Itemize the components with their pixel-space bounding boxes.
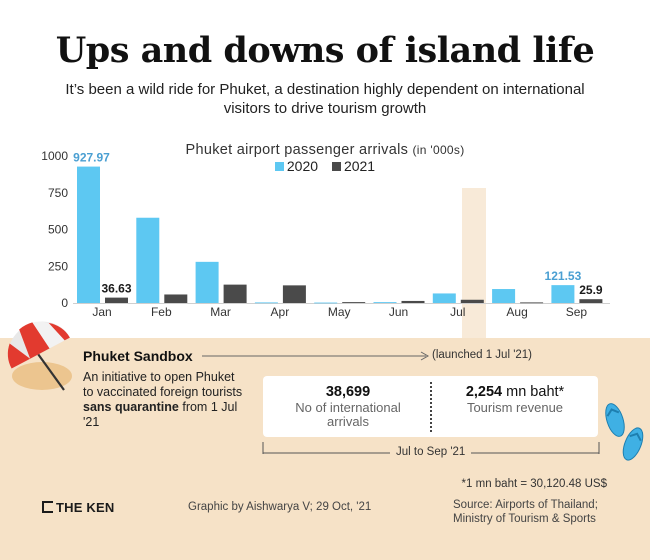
chart-title: Phuket airport passenger arrivals (in '0… (0, 142, 650, 158)
bar-2020 (136, 217, 160, 303)
bar-2021 (460, 299, 484, 303)
x-tick-label: Sep (566, 305, 588, 319)
x-tick-label: Aug (506, 305, 527, 319)
bar-2020 (77, 166, 100, 303)
bar-2020 (195, 261, 219, 303)
legend-swatch-2020 (274, 162, 284, 171)
stat-revenue-value-wrap: 2,254 mn baht* (441, 384, 589, 400)
y-tick-label: 1000 (41, 149, 68, 163)
bar-2020 (314, 302, 338, 304)
chart-legend: 2020 2021 (0, 158, 650, 174)
legend-label-2021: 2021 (343, 158, 376, 174)
stat-revenue-suffix: mn baht* (502, 384, 565, 400)
data-label: 36.63 (101, 282, 131, 296)
legend-item-2021: 2021 (331, 158, 376, 174)
bar-2021 (342, 302, 366, 303)
x-tick-label: Jan (92, 305, 111, 319)
stat-revenue: 2,254 mn baht* Tourism revenue (441, 384, 589, 415)
page-title: Ups and downs of island life (55, 30, 595, 71)
x-tick-label: Apr (271, 305, 290, 319)
july-highlight-band (462, 188, 486, 340)
chart-title-unit: (in '000s) (412, 143, 465, 157)
y-tick-label: 250 (48, 259, 68, 273)
stat-divider (430, 382, 432, 432)
period-label: Jul to Sep '21 (390, 446, 472, 458)
x-tick-label: May (328, 305, 351, 319)
x-tick-label: Jun (389, 305, 408, 319)
bar-2021 (401, 300, 425, 303)
chart-title-text: Phuket airport passenger arrivals (185, 142, 409, 158)
beach-umbrella-icon (7, 321, 72, 391)
y-tick-label: 750 (48, 186, 68, 200)
legend-swatch-2021 (331, 162, 341, 171)
x-tick-label: Feb (151, 305, 172, 319)
bar-2021 (105, 297, 128, 303)
bar-2020 (373, 302, 397, 303)
page-subtitle: It’s been a wild ride for Phuket, a dest… (65, 81, 585, 117)
y-tick-label: 500 (48, 223, 68, 237)
x-tick-label: Mar (210, 305, 231, 319)
logo-text: THE KEN (56, 500, 115, 515)
bar-2021 (520, 302, 544, 304)
stat-revenue-label: Tourism revenue (466, 400, 564, 415)
x-tick-label: Jul (450, 305, 465, 319)
bar-2021 (223, 284, 247, 303)
bar-2021 (579, 299, 603, 303)
stat-arrivals: 38,699 No of international arrivals (273, 384, 423, 429)
data-label: 25.9 (579, 283, 603, 297)
y-tick-label: 0 (61, 296, 68, 310)
legend-item-2020: 2020 (274, 158, 319, 174)
sandbox-desc-bold: sans quarantine (83, 400, 179, 414)
bar-2021 (164, 294, 188, 303)
fx-note: *1 mn baht = 30,120.48 US$ (461, 478, 607, 490)
stats-box: 38,699 No of international arrivals 2,25… (263, 376, 598, 437)
bar-2020 (551, 285, 575, 303)
data-label: 927.97 (73, 151, 110, 165)
sandbox-description: An initiative to open Phuket to vaccinat… (83, 370, 248, 430)
bar-2020 (492, 289, 516, 303)
legend-label-2020: 2020 (286, 158, 319, 174)
bar-2020 (432, 293, 456, 303)
bar-2021 (282, 285, 306, 303)
graphic-credit: Graphic by Aishwarya V; 29 Oct, '21 (188, 501, 372, 513)
sandbox-title: Phuket Sandbox (83, 348, 193, 364)
launch-note: (launched 1 Jul '21) (432, 349, 533, 361)
bar-2020 (254, 302, 278, 304)
sandbox-desc-prefix: An initiative to open Phuket to vaccinat… (83, 370, 243, 399)
sand-background (0, 338, 650, 560)
stat-revenue-value: 2,254 (465, 384, 503, 400)
stat-arrivals-value: 38,699 (325, 384, 371, 400)
sandbox-desc-suffix: from 1 Jul '21 (83, 400, 238, 429)
source-note: Source: Airports of Thailand; Ministry o… (453, 499, 598, 525)
stat-arrivals-label: No of international arrivals (295, 400, 401, 429)
data-label: 121.53 (545, 269, 582, 283)
the-ken-logo: THE KEN (42, 500, 114, 515)
bar-chart: 0 250 500 750 1000 Jan Feb Mar Apr May Jun Jul Aug Se… (41, 149, 610, 340)
flip-flops-icon (605, 403, 644, 461)
logo-mark-icon (42, 501, 53, 513)
sandbox-arrow (202, 351, 430, 361)
